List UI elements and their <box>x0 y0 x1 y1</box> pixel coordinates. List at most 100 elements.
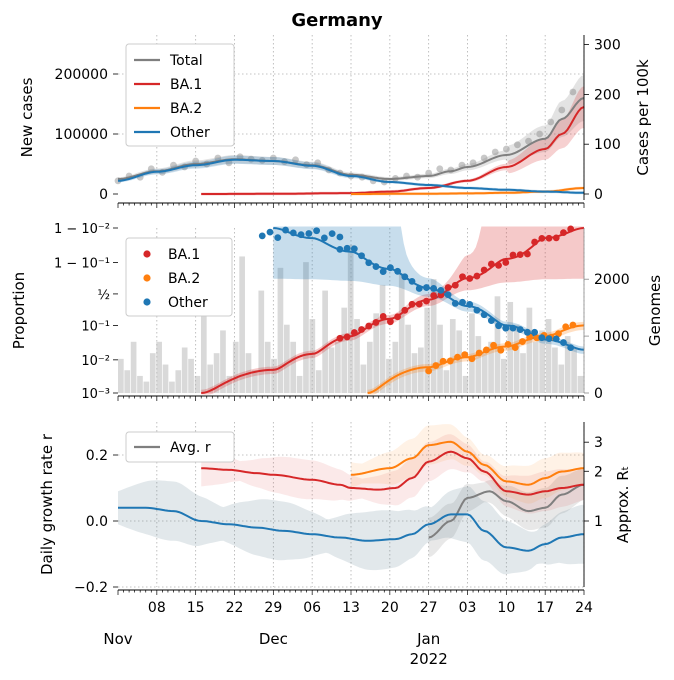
confidence-band <box>273 226 584 354</box>
legend-box <box>125 237 233 317</box>
data-point <box>401 306 409 314</box>
legend-label: BA.1 <box>168 247 200 263</box>
data-point <box>497 346 505 354</box>
x-tick-label: 15 <box>187 600 205 616</box>
data-point <box>430 285 438 292</box>
data-point <box>524 250 531 258</box>
data-point <box>214 154 222 162</box>
data-point <box>509 324 517 332</box>
series-line <box>117 158 584 194</box>
data-point <box>269 154 277 162</box>
data-point <box>495 262 502 269</box>
genome-bar <box>226 375 233 393</box>
data-point <box>495 322 502 330</box>
data-point <box>292 156 299 164</box>
data-point <box>480 311 488 319</box>
y-axis-label-right: Genomes <box>646 275 664 346</box>
genome-bar <box>130 341 137 393</box>
genome-bar <box>507 301 514 393</box>
data-point <box>436 165 444 173</box>
genome-bar <box>252 370 258 393</box>
genome-bar <box>200 313 207 393</box>
data-point <box>415 300 423 308</box>
genome-bar <box>532 341 539 393</box>
y-tick-label: 10⁻² <box>81 354 110 369</box>
data-point <box>425 169 433 177</box>
data-point <box>545 335 553 343</box>
data-point <box>394 313 401 321</box>
legend-label: BA.2 <box>168 271 200 287</box>
y-tick-label: 0.0 <box>86 514 108 530</box>
data-point <box>358 252 365 260</box>
data-point <box>379 313 387 320</box>
data-point <box>372 263 380 270</box>
genome-bar <box>520 353 526 393</box>
genome-bar <box>232 341 239 393</box>
data-point <box>320 234 328 242</box>
data-point <box>552 335 560 343</box>
genome-bar <box>539 330 545 393</box>
y-tick-label-right: 0 <box>594 187 603 203</box>
legend-label: BA.2 <box>170 101 202 117</box>
data-point <box>569 88 577 96</box>
genome-bar <box>462 375 469 393</box>
legend-label: Other <box>170 125 210 141</box>
data-point <box>439 357 447 365</box>
genome-bar <box>379 284 386 393</box>
genome-bar <box>405 324 411 393</box>
genome-bar <box>443 370 450 393</box>
data-point <box>502 145 510 153</box>
data-point <box>305 230 313 237</box>
data-point <box>461 351 469 359</box>
data-point <box>358 326 365 333</box>
series-line <box>201 106 585 195</box>
genome-bar <box>124 370 131 393</box>
series-line <box>350 440 585 486</box>
data-point <box>511 344 519 351</box>
legend: Total BA.1 BA.2 Other <box>125 43 235 147</box>
data-point <box>487 317 495 325</box>
genome-bar <box>577 375 584 393</box>
y-axis-label-right: Cases per 100k <box>634 59 652 176</box>
legend-swatch <box>143 274 151 282</box>
data-point <box>328 230 336 238</box>
data-point <box>480 154 488 162</box>
data-point <box>423 297 430 305</box>
y-tick-label-right: 0 <box>594 386 603 402</box>
x-tick-label: 10 <box>497 600 515 616</box>
genome-bar <box>424 307 431 393</box>
data-point <box>425 367 433 375</box>
data-point <box>502 259 510 266</box>
data-point <box>415 285 423 292</box>
data-point <box>558 106 566 114</box>
data-point <box>386 264 394 272</box>
genome-bar <box>258 290 265 393</box>
data-point <box>473 272 481 280</box>
genome-bar <box>513 324 520 393</box>
data-point <box>516 326 524 333</box>
genome-bar <box>341 307 348 393</box>
genome-bar <box>386 358 392 393</box>
y-tick-label-right: 2 <box>594 464 603 480</box>
genome-bar <box>322 290 328 393</box>
data-point <box>567 225 575 233</box>
data-point <box>509 251 517 259</box>
data-point <box>547 118 555 126</box>
data-point <box>490 341 497 349</box>
chart-title: Germany <box>291 10 383 31</box>
data-point <box>538 234 546 242</box>
genome-bar <box>475 336 482 393</box>
genome-bar <box>564 336 571 393</box>
series-line <box>118 506 585 552</box>
genome-bar <box>373 313 380 393</box>
genome-bar <box>315 370 322 393</box>
genome-bar <box>354 319 360 393</box>
genome-bar <box>169 381 175 393</box>
genome-bar <box>360 364 367 393</box>
y-axis-label: Daily growth rate r <box>38 433 56 575</box>
data-point <box>313 227 321 235</box>
data-point <box>423 284 430 291</box>
genome-bar <box>296 375 303 393</box>
genome-bar <box>239 256 245 393</box>
genome-bar <box>418 347 424 393</box>
